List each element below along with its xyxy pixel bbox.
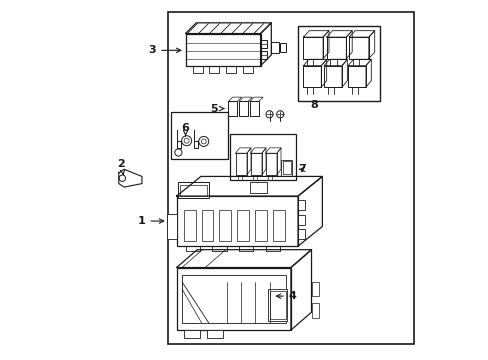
Bar xyxy=(176,196,298,246)
Text: 5: 5 xyxy=(210,104,224,113)
Text: 3: 3 xyxy=(148,45,181,55)
Bar xyxy=(348,37,368,59)
Bar xyxy=(281,159,291,176)
Bar xyxy=(269,291,285,319)
Bar xyxy=(183,330,200,338)
Bar xyxy=(226,66,236,73)
Bar xyxy=(201,210,213,241)
Text: 4: 4 xyxy=(276,291,296,301)
Bar xyxy=(280,43,285,52)
Bar xyxy=(180,185,206,196)
Bar xyxy=(282,161,290,174)
Bar xyxy=(183,210,195,241)
Circle shape xyxy=(175,149,182,156)
Bar xyxy=(311,303,318,318)
Circle shape xyxy=(201,139,206,144)
Bar xyxy=(250,153,262,175)
Bar xyxy=(170,112,227,158)
Circle shape xyxy=(184,138,189,143)
Text: 1: 1 xyxy=(138,216,163,226)
Bar xyxy=(267,289,287,321)
Bar xyxy=(237,210,248,241)
Bar xyxy=(209,66,219,73)
Bar xyxy=(303,37,323,59)
Bar xyxy=(178,182,208,198)
Bar xyxy=(272,210,285,241)
Bar xyxy=(230,134,296,180)
Circle shape xyxy=(181,136,191,146)
Bar xyxy=(239,102,247,116)
Bar xyxy=(167,12,413,344)
Bar xyxy=(243,66,253,73)
Circle shape xyxy=(265,111,272,118)
Bar xyxy=(311,282,318,296)
Circle shape xyxy=(276,111,283,118)
Bar xyxy=(260,40,266,48)
Bar xyxy=(255,210,266,241)
Circle shape xyxy=(198,136,208,147)
Text: 7: 7 xyxy=(298,164,305,174)
Bar xyxy=(265,153,276,175)
Bar xyxy=(271,42,279,53)
Circle shape xyxy=(119,175,125,181)
Bar xyxy=(298,229,305,239)
Bar xyxy=(326,37,346,59)
Text: 2: 2 xyxy=(117,159,125,175)
Bar xyxy=(192,66,203,73)
Bar xyxy=(347,66,365,87)
Bar xyxy=(298,215,305,225)
Bar xyxy=(176,267,290,330)
Bar xyxy=(303,66,321,87)
Bar xyxy=(249,102,258,116)
Bar xyxy=(219,210,231,241)
Bar xyxy=(166,214,176,239)
Bar xyxy=(228,102,237,116)
Bar xyxy=(298,201,305,210)
Text: 8: 8 xyxy=(310,100,317,110)
Bar xyxy=(298,26,380,102)
Bar xyxy=(260,51,266,59)
Bar xyxy=(235,153,246,175)
Bar xyxy=(182,275,285,323)
Bar xyxy=(206,330,223,338)
Bar xyxy=(249,182,267,193)
Bar xyxy=(324,66,341,87)
Text: 6: 6 xyxy=(181,123,189,136)
